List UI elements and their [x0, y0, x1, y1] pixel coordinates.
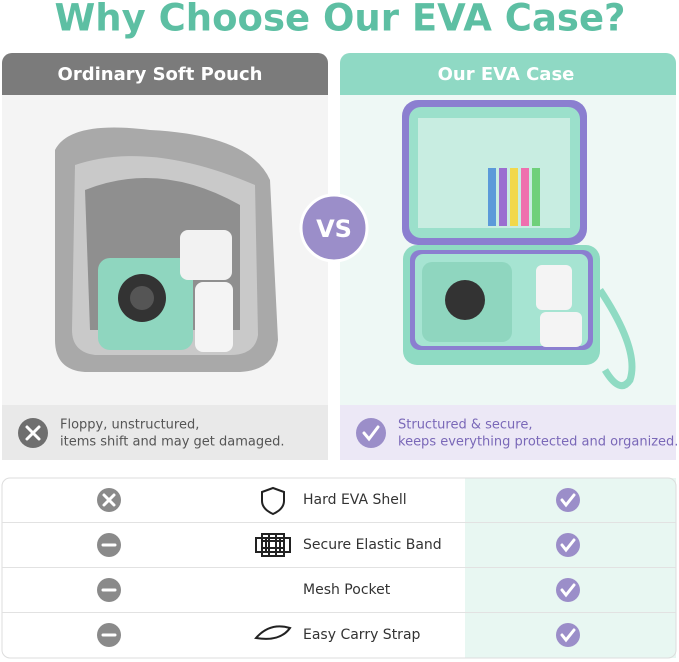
right-caption-line: keeps everything protected and organized…: [398, 435, 678, 450]
right-header-bg: [340, 53, 676, 95]
cross-icon: [18, 418, 48, 448]
right-caption-bg: [340, 405, 676, 460]
soft-pouch-image: [55, 127, 278, 372]
feature-label: Mesh Pocket: [303, 582, 391, 598]
status-icon: [97, 578, 121, 602]
left-caption-line: Floppy, unstructured,: [60, 418, 199, 433]
check-glyph: [560, 628, 576, 643]
table-rows: Hard EVA Shell Secure Elastic Band Mesh Po…: [2, 486, 676, 647]
left-header: Ordinary Soft Pouch: [58, 64, 263, 85]
status-icon: [97, 488, 121, 512]
feature-icon: [261, 486, 285, 516]
vs-text: VS: [316, 215, 352, 243]
check-circle: [556, 488, 580, 512]
check-circle: [556, 623, 580, 647]
check-icon: [556, 488, 580, 512]
right-caption-line: Structured & secure,: [398, 418, 532, 433]
status-icon: [97, 533, 121, 557]
feature-label: Hard EVA Shell: [303, 492, 407, 508]
status-icon: [97, 623, 121, 647]
left-caption-bg: [2, 405, 328, 460]
check-glyph: [560, 583, 576, 598]
check-icon: [556, 578, 580, 602]
check-glyph: [560, 538, 576, 553]
check-icon: [556, 533, 580, 557]
feature-label: Easy Carry Strap: [303, 627, 421, 643]
left-header-bg: [2, 53, 328, 95]
eva-case-image: [402, 100, 636, 390]
status-glyph: [102, 493, 116, 507]
check-glyph: [560, 493, 576, 508]
title: Why Choose Our EVA Case?: [54, 0, 625, 40]
check-icon: [356, 418, 386, 448]
vs-badge: [299, 193, 369, 263]
feature-icon: [261, 533, 285, 557]
right-header: Our EVA Case: [438, 64, 575, 85]
feature-label: Secure Elastic Band: [303, 537, 442, 553]
check-icon: [556, 623, 580, 647]
feature-icon: [254, 625, 292, 640]
left-caption-line: items shift and may get damaged.: [60, 435, 285, 450]
check-circle: [556, 533, 580, 557]
check-circle: [556, 578, 580, 602]
